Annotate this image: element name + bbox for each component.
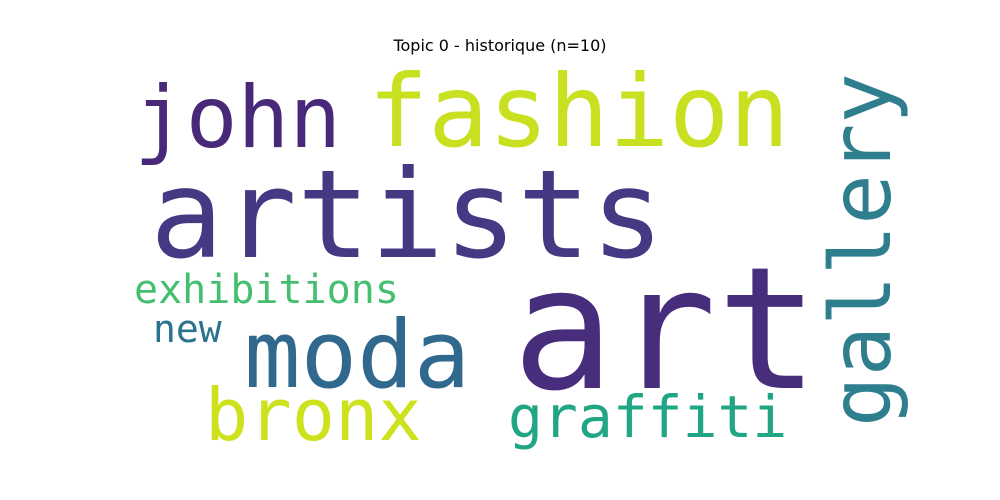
- word-moda: moda: [244, 301, 470, 410]
- word-new: new: [153, 307, 222, 351]
- word-artists: artists: [150, 144, 664, 286]
- word-gallery: gallery: [812, 73, 910, 427]
- chart-title: Topic 0 - historique (n=10): [393, 36, 607, 55]
- word-bronx: bronx: [205, 373, 422, 457]
- word-john: john: [134, 68, 341, 168]
- word-fashion: fashion: [368, 53, 789, 170]
- word-art: art: [512, 231, 819, 429]
- word-graffiti: graffiti: [508, 383, 787, 451]
- word-exhibitions: exhibitions: [134, 267, 399, 313]
